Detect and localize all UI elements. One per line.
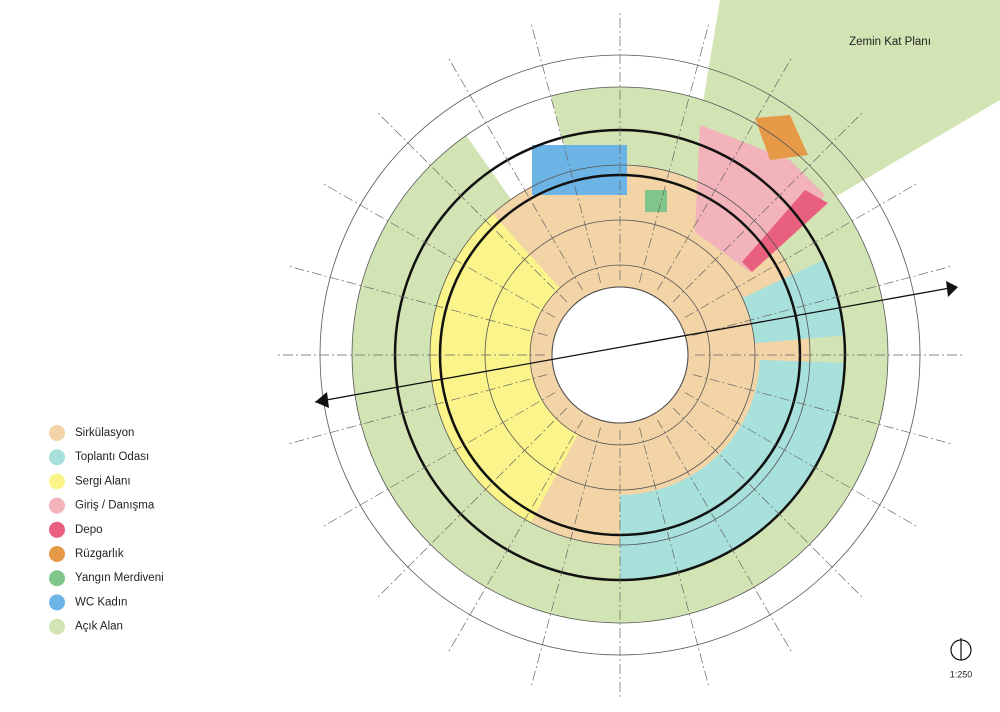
grid-axis	[657, 419, 793, 654]
grid-axis	[321, 182, 556, 318]
plan-title: Zemin Kat Planı	[849, 36, 931, 48]
grid-axis	[657, 56, 793, 291]
legend-swatch	[49, 594, 65, 611]
legend: Sirkülasyon Toplantı Odası Sergi Alanı Giri…	[49, 425, 164, 635]
grid-axis	[375, 110, 568, 303]
grid-axis	[375, 407, 568, 600]
section-arrow	[946, 281, 958, 297]
grid-axis	[530, 21, 601, 283]
windbreak	[755, 115, 808, 160]
grid-axis	[447, 419, 583, 654]
legend-swatch	[49, 425, 65, 441]
scale-label: 1:250	[950, 669, 973, 679]
legend-label: WC Kadın	[75, 596, 127, 608]
legend-swatch	[49, 449, 65, 466]
legend-swatch	[49, 570, 65, 587]
grid-axis	[530, 427, 601, 689]
fire-stair	[645, 190, 667, 212]
legend-label: Depo	[75, 524, 103, 536]
storage	[742, 190, 828, 272]
floor-plan	[275, 0, 1000, 700]
legend-label: Sergi Alanı	[75, 475, 131, 487]
entrance	[695, 125, 825, 272]
grid-axis	[639, 21, 710, 283]
meeting-rooms	[742, 259, 845, 344]
legend-swatch	[49, 618, 65, 635]
legend-swatch	[49, 497, 65, 514]
grid-axis	[639, 427, 710, 689]
legend-swatch	[49, 546, 65, 562]
grid-axis	[684, 392, 919, 528]
grid-axis	[672, 110, 865, 303]
legend-label: Yangın Merdiveni	[75, 572, 164, 584]
grid-axis	[321, 392, 556, 528]
section-arrow	[315, 392, 329, 408]
grid-axis	[672, 407, 865, 600]
grid-axis	[692, 374, 954, 445]
legend-swatch	[49, 473, 65, 490]
wc	[532, 145, 627, 195]
section-line	[314, 287, 951, 403]
grid-axis	[684, 182, 919, 318]
void	[551, 286, 689, 424]
legend-label: Sirkülasyon	[75, 427, 134, 439]
legend-label: Giriş / Danışma	[75, 500, 155, 512]
legend-label: Toplantı Odası	[75, 451, 149, 463]
exhibition	[430, 213, 536, 523]
north-sign	[950, 638, 972, 661]
legend-swatch	[49, 521, 65, 538]
legend-label: Açık Alan	[75, 621, 123, 633]
grid-axis	[286, 374, 548, 445]
ring-line	[551, 286, 689, 424]
grid-axis	[286, 265, 548, 336]
grid-axis	[692, 265, 954, 336]
grid-axis	[447, 56, 583, 291]
legend-label: Rüzgarlık	[75, 548, 124, 560]
